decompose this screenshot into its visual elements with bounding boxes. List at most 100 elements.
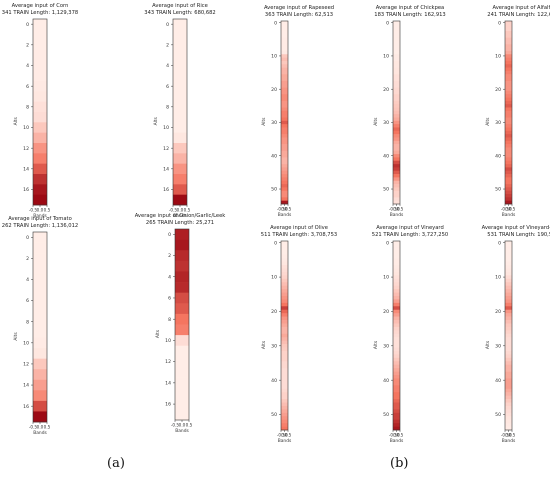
y-tick-label: 4 (26, 63, 29, 69)
heatmap-cell (281, 97, 288, 102)
heatmap-cell (505, 309, 512, 314)
heatmap-cell (33, 400, 47, 412)
heatmap-cell (393, 134, 400, 138)
heatmap-cell (505, 350, 512, 355)
heatmap-cell (393, 371, 400, 376)
heatmap-cell (33, 153, 47, 165)
heatmap-cell (281, 326, 288, 331)
heatmap-cell (505, 127, 512, 132)
heatmap-cell (505, 364, 512, 369)
heatmap-cell (281, 426, 288, 431)
y-tick-label: 20 (383, 87, 389, 93)
heatmap-cell (393, 278, 400, 283)
chart-title: Average input of Rapeseed (264, 5, 334, 11)
x-tick-label: 0.0 (37, 208, 44, 213)
y-tick-label: 20 (271, 87, 277, 93)
heatmap-cell (505, 244, 512, 249)
heatmap-cell (281, 180, 288, 185)
heatmap-cell (33, 232, 47, 243)
heatmap-cell (173, 19, 187, 30)
heatmap-cell (393, 285, 400, 290)
heatmap-panel-10: Average input of Vineyard-Olive531 TRAIN… (482, 225, 550, 444)
chart-subtitle: 183 TRAIN Length: 162,913 (374, 12, 445, 18)
x-tick-label: 0.0 (505, 433, 512, 438)
heatmap-cell (175, 271, 189, 283)
x-tick-label: 0.5 (44, 208, 51, 213)
heatmap-cell (505, 150, 512, 155)
heatmap-cell (505, 100, 512, 105)
heatmap-cell (393, 268, 400, 273)
heatmap-cell (505, 316, 512, 321)
heatmap-cell (393, 190, 400, 195)
heatmap-cell (33, 316, 47, 328)
heatmap-cell (175, 356, 189, 368)
chart-subtitle: 531 TRAIN Length: 190,599 (487, 232, 550, 238)
heatmap-cell (505, 177, 512, 182)
heatmap-cell (505, 337, 512, 342)
heatmap-cell (505, 289, 512, 293)
heatmap-cell (281, 423, 288, 427)
x-tick-label: 0.5 (509, 207, 516, 212)
heatmap-cell (173, 184, 187, 196)
heatmap-cell (281, 147, 288, 152)
heatmap-cell (505, 340, 512, 345)
heatmap-cell (33, 143, 47, 154)
heatmap-cell (393, 30, 400, 35)
y-tick-label: 50 (495, 187, 501, 193)
x-tick-label: 0.5 (285, 207, 292, 212)
heatmap-cell (281, 395, 288, 400)
heatmap-cell (505, 140, 512, 145)
chart-title: Average input of Alfalfa (492, 5, 550, 11)
heatmap-cell (505, 375, 512, 379)
heatmap-cell (505, 295, 512, 300)
y-tick-label: 2 (166, 42, 169, 48)
heatmap-cell (281, 416, 288, 421)
heatmap-cell (281, 84, 288, 88)
heatmap-cell (393, 426, 400, 431)
chart-subtitle: 241 TRAIN Length: 122,612 (487, 12, 550, 18)
heatmap-cell (281, 184, 288, 188)
heatmap-cell (505, 190, 512, 195)
heatmap-cell (281, 265, 288, 269)
heatmap-cell (175, 260, 189, 272)
heatmap-cell (393, 333, 400, 338)
heatmap-cell (393, 247, 400, 252)
heatmap-cell (281, 295, 288, 300)
heatmap-cell (505, 84, 512, 88)
heatmap-cell (505, 265, 512, 269)
heatmap-cell (393, 77, 400, 82)
y-tick-label: 10 (23, 125, 29, 131)
heatmap-cell (281, 170, 288, 175)
heatmap-cell (281, 187, 288, 192)
y-tick-label: 16 (165, 402, 171, 408)
y-tick-label: 2 (168, 253, 171, 259)
heatmap-cell (505, 251, 512, 256)
heatmap-cell (281, 164, 288, 168)
heatmap-cell (505, 326, 512, 331)
heatmap-cell (505, 405, 512, 410)
heatmap-cell (281, 190, 288, 195)
chart-title: Average input of Onion/Garlic/Leek (135, 213, 226, 219)
heatmap-cell (393, 24, 400, 29)
heatmap-cell (505, 423, 512, 427)
heatmap-cell (393, 340, 400, 345)
heatmap-cell (33, 369, 47, 381)
heatmap-cell (33, 263, 47, 275)
heatmap-cell (175, 345, 189, 357)
heatmap-cell (281, 258, 288, 262)
heatmap-cell (281, 368, 288, 372)
heatmap-cell (505, 90, 512, 95)
heatmap-cell (281, 87, 288, 92)
y-axis-label: Alts (485, 117, 491, 126)
heatmap-cell (505, 77, 512, 82)
heatmap-cell (281, 275, 288, 280)
heatmap-cell (505, 275, 512, 280)
heatmap-cell (505, 347, 512, 352)
heatmap-cell (281, 316, 288, 321)
heatmap-cell (281, 27, 288, 32)
heatmap-cell (393, 147, 400, 152)
heatmap-cell (393, 364, 400, 369)
y-tick-label: 12 (23, 146, 29, 152)
